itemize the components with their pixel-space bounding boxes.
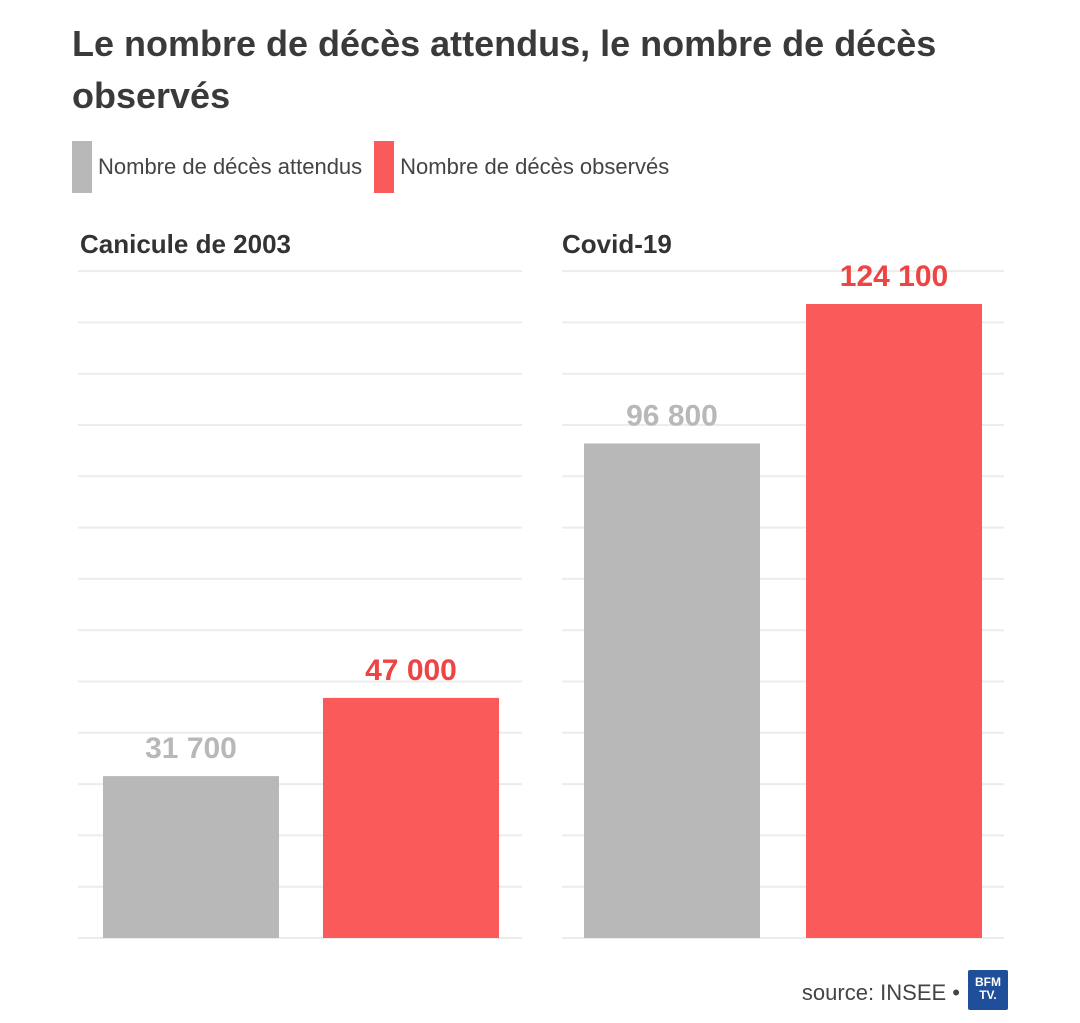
bar-covid-observed bbox=[806, 304, 982, 938]
legend-label-observed: Nombre de décès observés bbox=[400, 154, 670, 179]
data-label-covid-observed: 124 100 bbox=[840, 260, 948, 293]
legend-item-observed: Nombre de décès observés bbox=[374, 141, 669, 193]
bfm-tv-logo: BFM TV. bbox=[968, 970, 1008, 1010]
data-label-canicule-expected: 31 700 bbox=[145, 732, 237, 765]
legend-swatch-observed bbox=[374, 141, 395, 193]
legend: Nombre de décès attendus Nombre de décès… bbox=[72, 140, 681, 194]
legend-label-expected: Nombre de décès attendus bbox=[98, 154, 363, 179]
panel-canicule-2003: Canicule de 2003 31 700 47 000 bbox=[78, 229, 522, 939]
legend-item-expected: Nombre de décès attendus bbox=[72, 141, 362, 193]
bar-canicule-expected bbox=[103, 776, 279, 938]
data-label-canicule-observed: 47 000 bbox=[365, 654, 457, 687]
data-label-covid-expected: 96 800 bbox=[626, 400, 718, 433]
panel-title-canicule: Canicule de 2003 bbox=[80, 229, 291, 259]
chart-title: Le nombre de décès attendus, le nombre d… bbox=[72, 23, 937, 116]
source-note: source: INSEE • bbox=[801, 980, 960, 1005]
panel-title-covid: Covid-19 bbox=[562, 229, 672, 259]
panel-covid-19: Covid-19 96 800 124 100 bbox=[562, 229, 1004, 939]
bar-canicule-observed bbox=[323, 697, 499, 938]
legend-swatch-expected bbox=[72, 141, 92, 193]
bar-covid-expected bbox=[584, 443, 760, 938]
